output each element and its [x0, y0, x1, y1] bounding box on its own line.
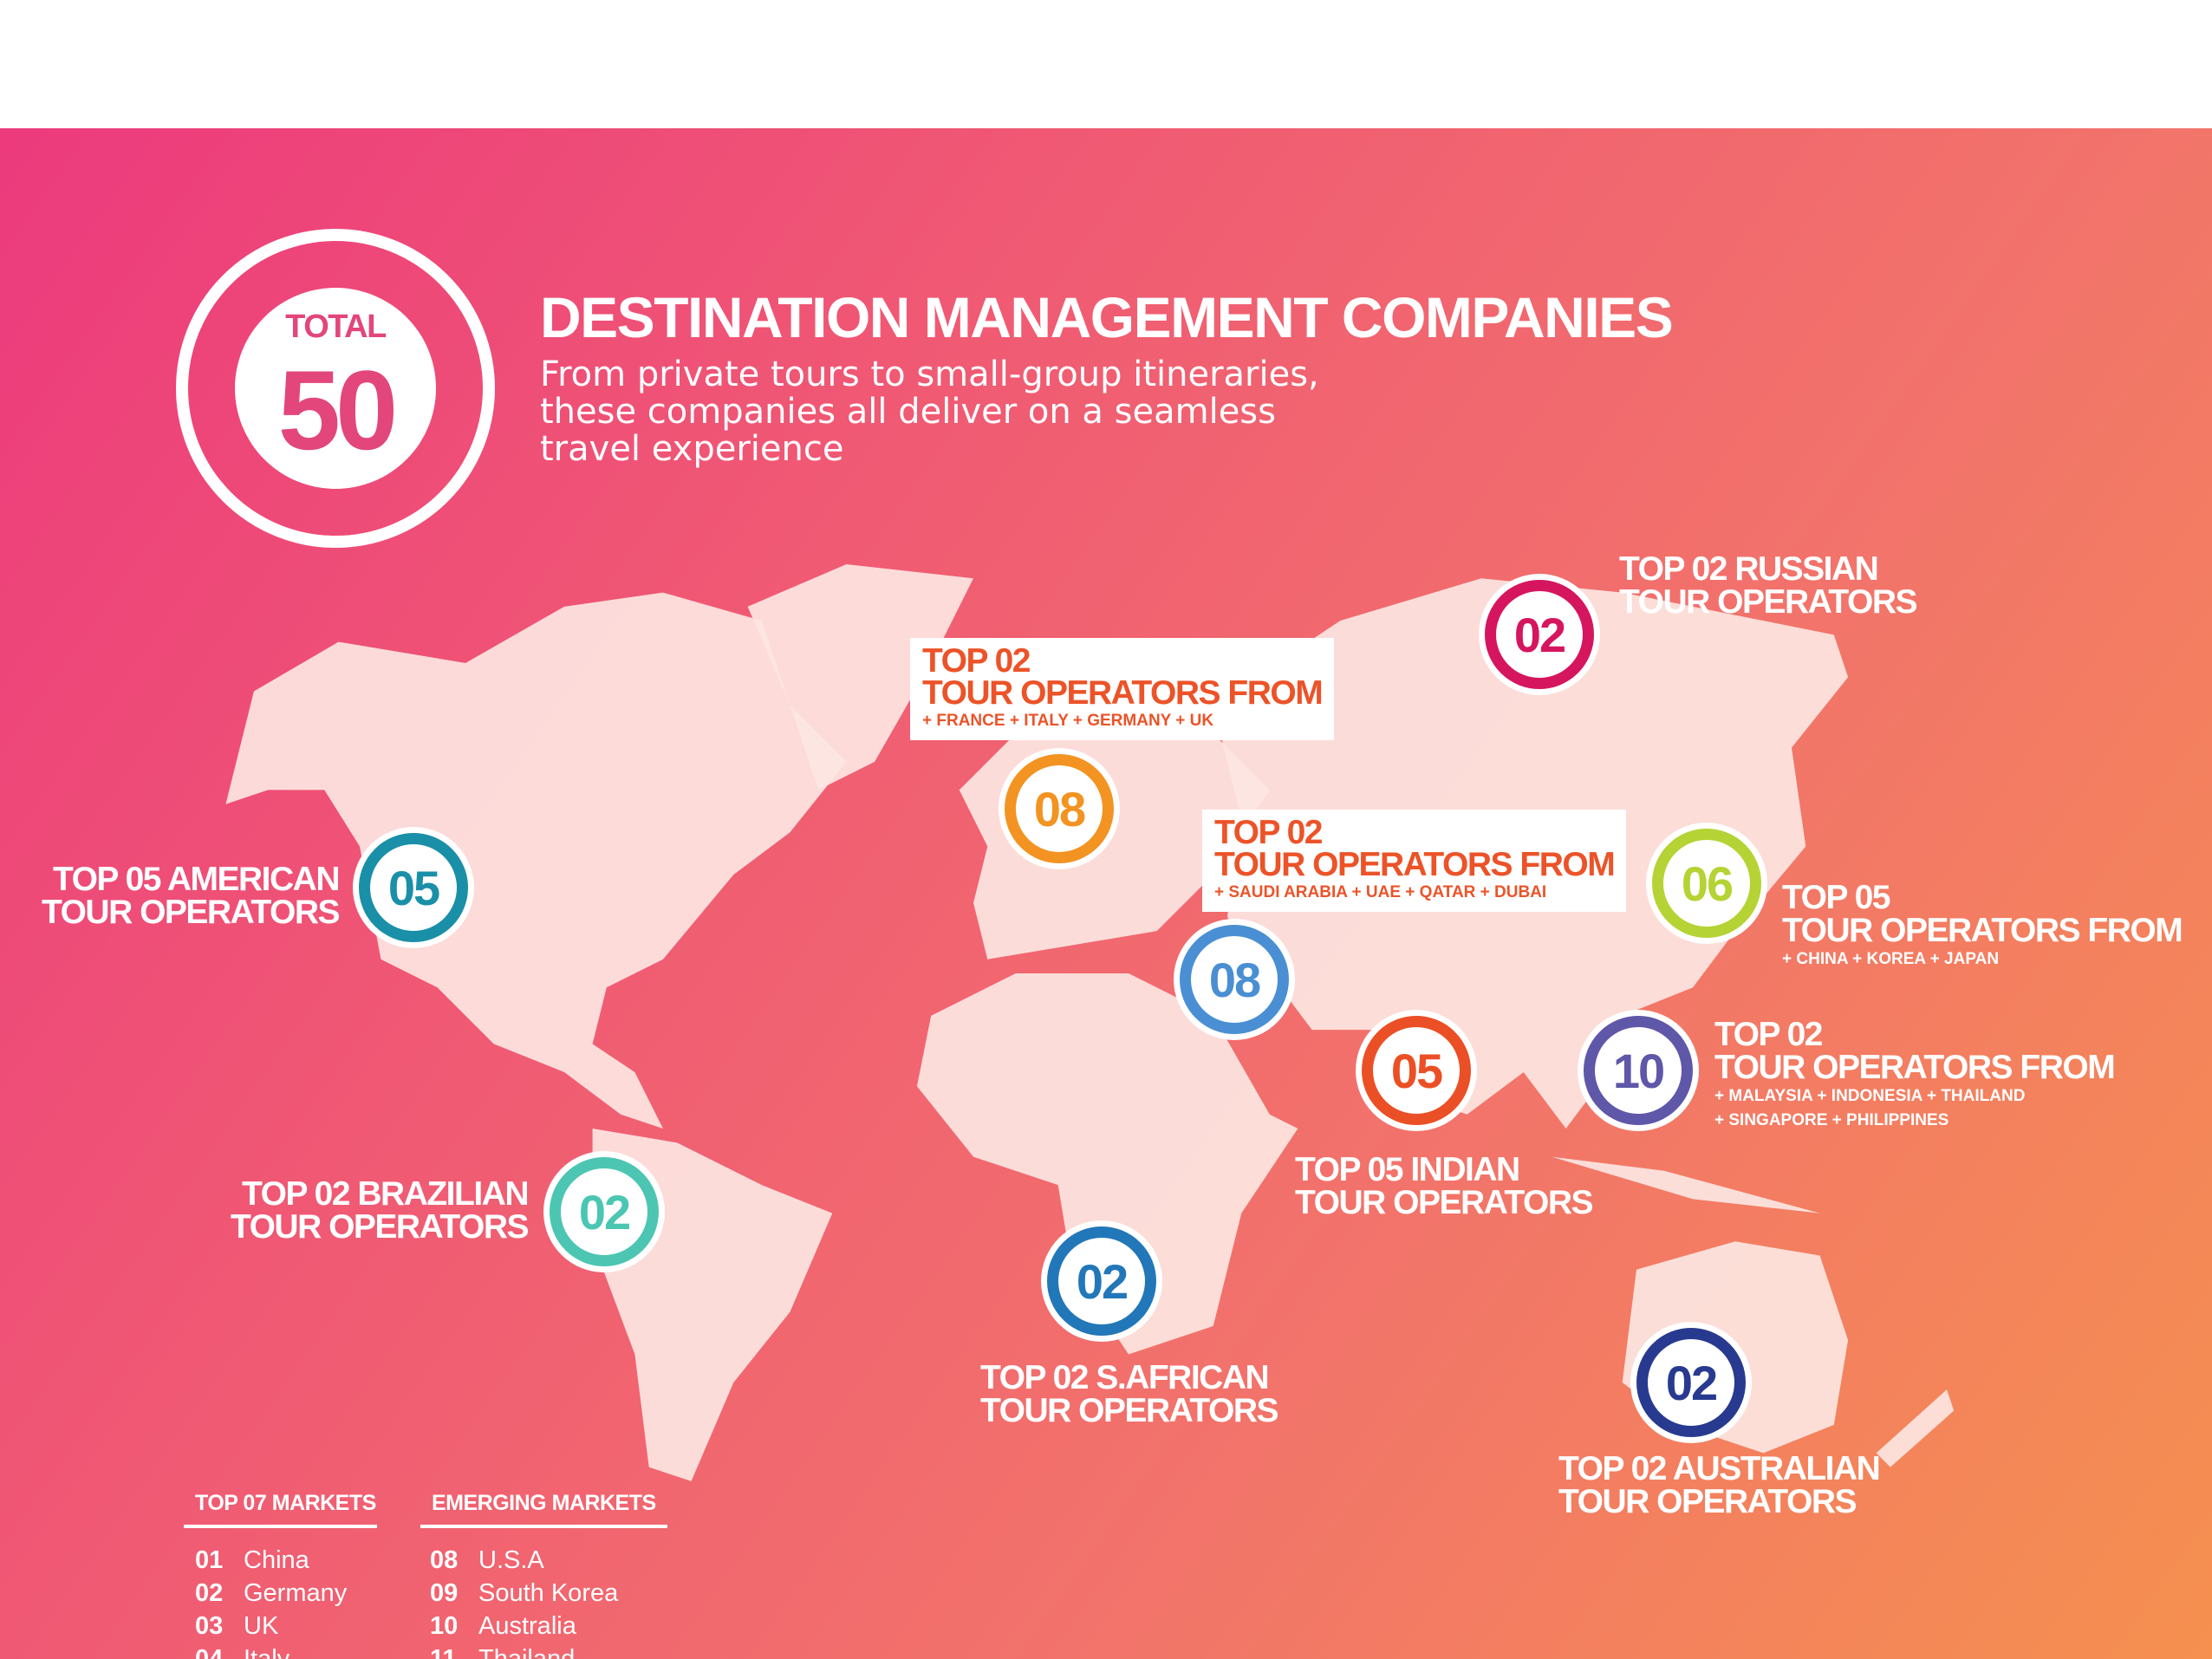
label-russia: TOP 02 RUSSIAN TOUR OPERATORS: [1619, 550, 1918, 621]
label-line: TOP 02: [1714, 1016, 1823, 1053]
total-label: TOTAL: [285, 309, 387, 345]
country: Thailand: [478, 1645, 576, 1659]
label-middle-east: TOP 02 TOUR OPERATORS FROM + SAUDI ARABIA …: [1202, 810, 1627, 912]
country: Italy: [244, 1645, 290, 1659]
divider: [420, 1525, 667, 1528]
badge-america: 05: [353, 827, 474, 948]
list-item: 11 Thailand: [430, 1644, 575, 1659]
label-line: TOP 05 INDIAN: [1295, 1151, 1520, 1188]
label-india: TOP 05 INDIAN TOUR OPERATORS: [1295, 1151, 1594, 1221]
page-subtitle: From private tours to small-group itiner…: [540, 356, 1493, 468]
badge-value: 08: [1180, 925, 1289, 1034]
label-america: TOP 05 AMERICAN TOUR OPERATORS: [41, 861, 341, 931]
label-line: TOUR OPERATORS: [1619, 583, 1918, 621]
badge-value: 02: [1485, 580, 1594, 689]
badge-value: 05: [1362, 1016, 1471, 1125]
rank: 01: [195, 1546, 224, 1574]
label-countries: + SAUDI ARABIA + UAE + QATAR + DUBAI: [1214, 883, 1547, 901]
badge-europe: 08: [999, 748, 1120, 869]
subtitle-line: travel experience: [540, 429, 844, 469]
north-america: [225, 592, 847, 1129]
label-line: TOUR OPERATORS: [980, 1392, 1279, 1429]
list-item: 04 Italy: [195, 1644, 290, 1659]
subtitle-line: these companies all deliver on a seamles…: [540, 392, 1276, 432]
country: Australia: [478, 1612, 576, 1640]
label-line: TOUR OPERATORS: [1558, 1483, 1857, 1520]
list-item: 03 UK: [195, 1611, 278, 1641]
country: South Korea: [478, 1579, 619, 1607]
rank: 10: [430, 1612, 459, 1640]
list-item: 10 Australia: [430, 1611, 576, 1641]
total-value: 50: [277, 347, 399, 473]
label-countries: + MALAYSIA + INDONESIA + THAILAND: [1714, 1087, 2026, 1105]
badge-east-asia: 06: [1646, 823, 1767, 944]
badge-value: 02: [1636, 1328, 1746, 1437]
label-line: TOP 05: [1782, 879, 1890, 916]
country: UK: [244, 1612, 279, 1640]
badge-value: 05: [359, 833, 468, 942]
badge-india: 05: [1356, 1010, 1477, 1131]
total-circle: TOTAL 50: [176, 229, 495, 548]
label-line: TOUR OPERATORS FROM: [1214, 846, 1616, 883]
legend-top-markets-title: TOP 07 MARKETS: [195, 1491, 376, 1515]
label-line: TOP 02 RUSSIAN: [1619, 550, 1879, 588]
badge-value: 10: [1584, 1016, 1693, 1125]
label-south-africa: TOP 02 S.AFRICAN TOUR OPERATORS: [980, 1359, 1279, 1429]
badge-value: 02: [550, 1157, 659, 1266]
badge-value: 02: [1047, 1226, 1156, 1336]
country: Germany: [244, 1579, 348, 1607]
badge-value: 08: [1005, 754, 1114, 863]
rank: 08: [430, 1546, 459, 1574]
badge-se-asia: 10: [1578, 1010, 1699, 1131]
label-countries: + FRANCE + ITALY + GERMANY + UK: [922, 712, 1214, 730]
rank: 03: [195, 1612, 224, 1640]
label-line: TOUR OPERATORS: [41, 894, 341, 931]
legend-emerging-title: EMERGING MARKETS: [432, 1491, 656, 1515]
label-line: TOUR OPERATORS FROM: [1714, 1049, 2116, 1086]
label-line: TOP 02: [922, 642, 1031, 680]
new-zealand: [1876, 1389, 1955, 1467]
page-title: DESTINATION MANAGEMENT COMPANIES: [540, 285, 1674, 349]
greenland: [747, 564, 974, 790]
country: China: [244, 1546, 309, 1574]
label-australia: TOP 02 AUSTRALIAN TOUR OPERATORS: [1558, 1450, 1881, 1520]
label-east-asia: TOP 05 TOUR OPERATORS FROM + CHINA + KOREA…: [1782, 879, 2183, 972]
rank: 11: [430, 1645, 457, 1659]
label-line: TOP 02 AUSTRALIAN: [1558, 1450, 1881, 1487]
label-line: TOP 02: [1214, 814, 1323, 851]
badge-russia: 02: [1479, 574, 1600, 695]
label-brazil: TOP 02 BRAZILIAN TOUR OPERATORS: [230, 1175, 530, 1246]
label-line: TOUR OPERATORS FROM: [1782, 912, 2183, 949]
rank: 09: [430, 1579, 459, 1607]
country: U.S.A: [478, 1546, 544, 1574]
badge-south-africa: 02: [1041, 1220, 1162, 1342]
africa: [916, 973, 1298, 1355]
divider: [184, 1525, 377, 1528]
list-item: 09 South Korea: [430, 1578, 618, 1608]
label-line: TOP 02 S.AFRICAN: [980, 1359, 1270, 1396]
badge-brazil: 02: [543, 1151, 665, 1272]
southeast-asia-islands: [1552, 1156, 1820, 1213]
badge-value: 06: [1652, 829, 1761, 938]
list-item: 02 Germany: [195, 1578, 347, 1608]
label-europe: TOP 02 TOUR OPERATORS FROM + FRANCE + ITAL…: [910, 638, 1335, 740]
label-countries: + SINGAPORE + PHILIPPINES: [1714, 1111, 1949, 1129]
badge-australia: 02: [1630, 1322, 1752, 1443]
badge-middle-east: 08: [1174, 919, 1295, 1040]
list-item: 08 U.S.A: [430, 1545, 544, 1575]
label-se-asia: TOP 02 TOUR OPERATORS FROM + MALAYSIA + IN…: [1714, 1016, 2116, 1133]
label-line: TOP 05 AMERICAN: [52, 861, 341, 898]
list-item: 01 China: [195, 1545, 309, 1575]
label-line: TOP 02 BRAZILIAN: [242, 1175, 529, 1213]
label-line: TOUR OPERATORS: [1295, 1184, 1594, 1221]
label-line: TOUR OPERATORS: [230, 1208, 530, 1246]
subtitle-line: From private tours to small-group itiner…: [540, 355, 1319, 394]
infographic: TOTAL 50 DESTINATION MANAGEMENT COMPANIE…: [0, 128, 2212, 1659]
label-countries: + CHINA + KOREA + JAPAN: [1782, 950, 2000, 968]
rank: 02: [195, 1579, 224, 1607]
label-line: TOUR OPERATORS FROM: [922, 674, 1324, 712]
rank: 04: [195, 1645, 224, 1659]
